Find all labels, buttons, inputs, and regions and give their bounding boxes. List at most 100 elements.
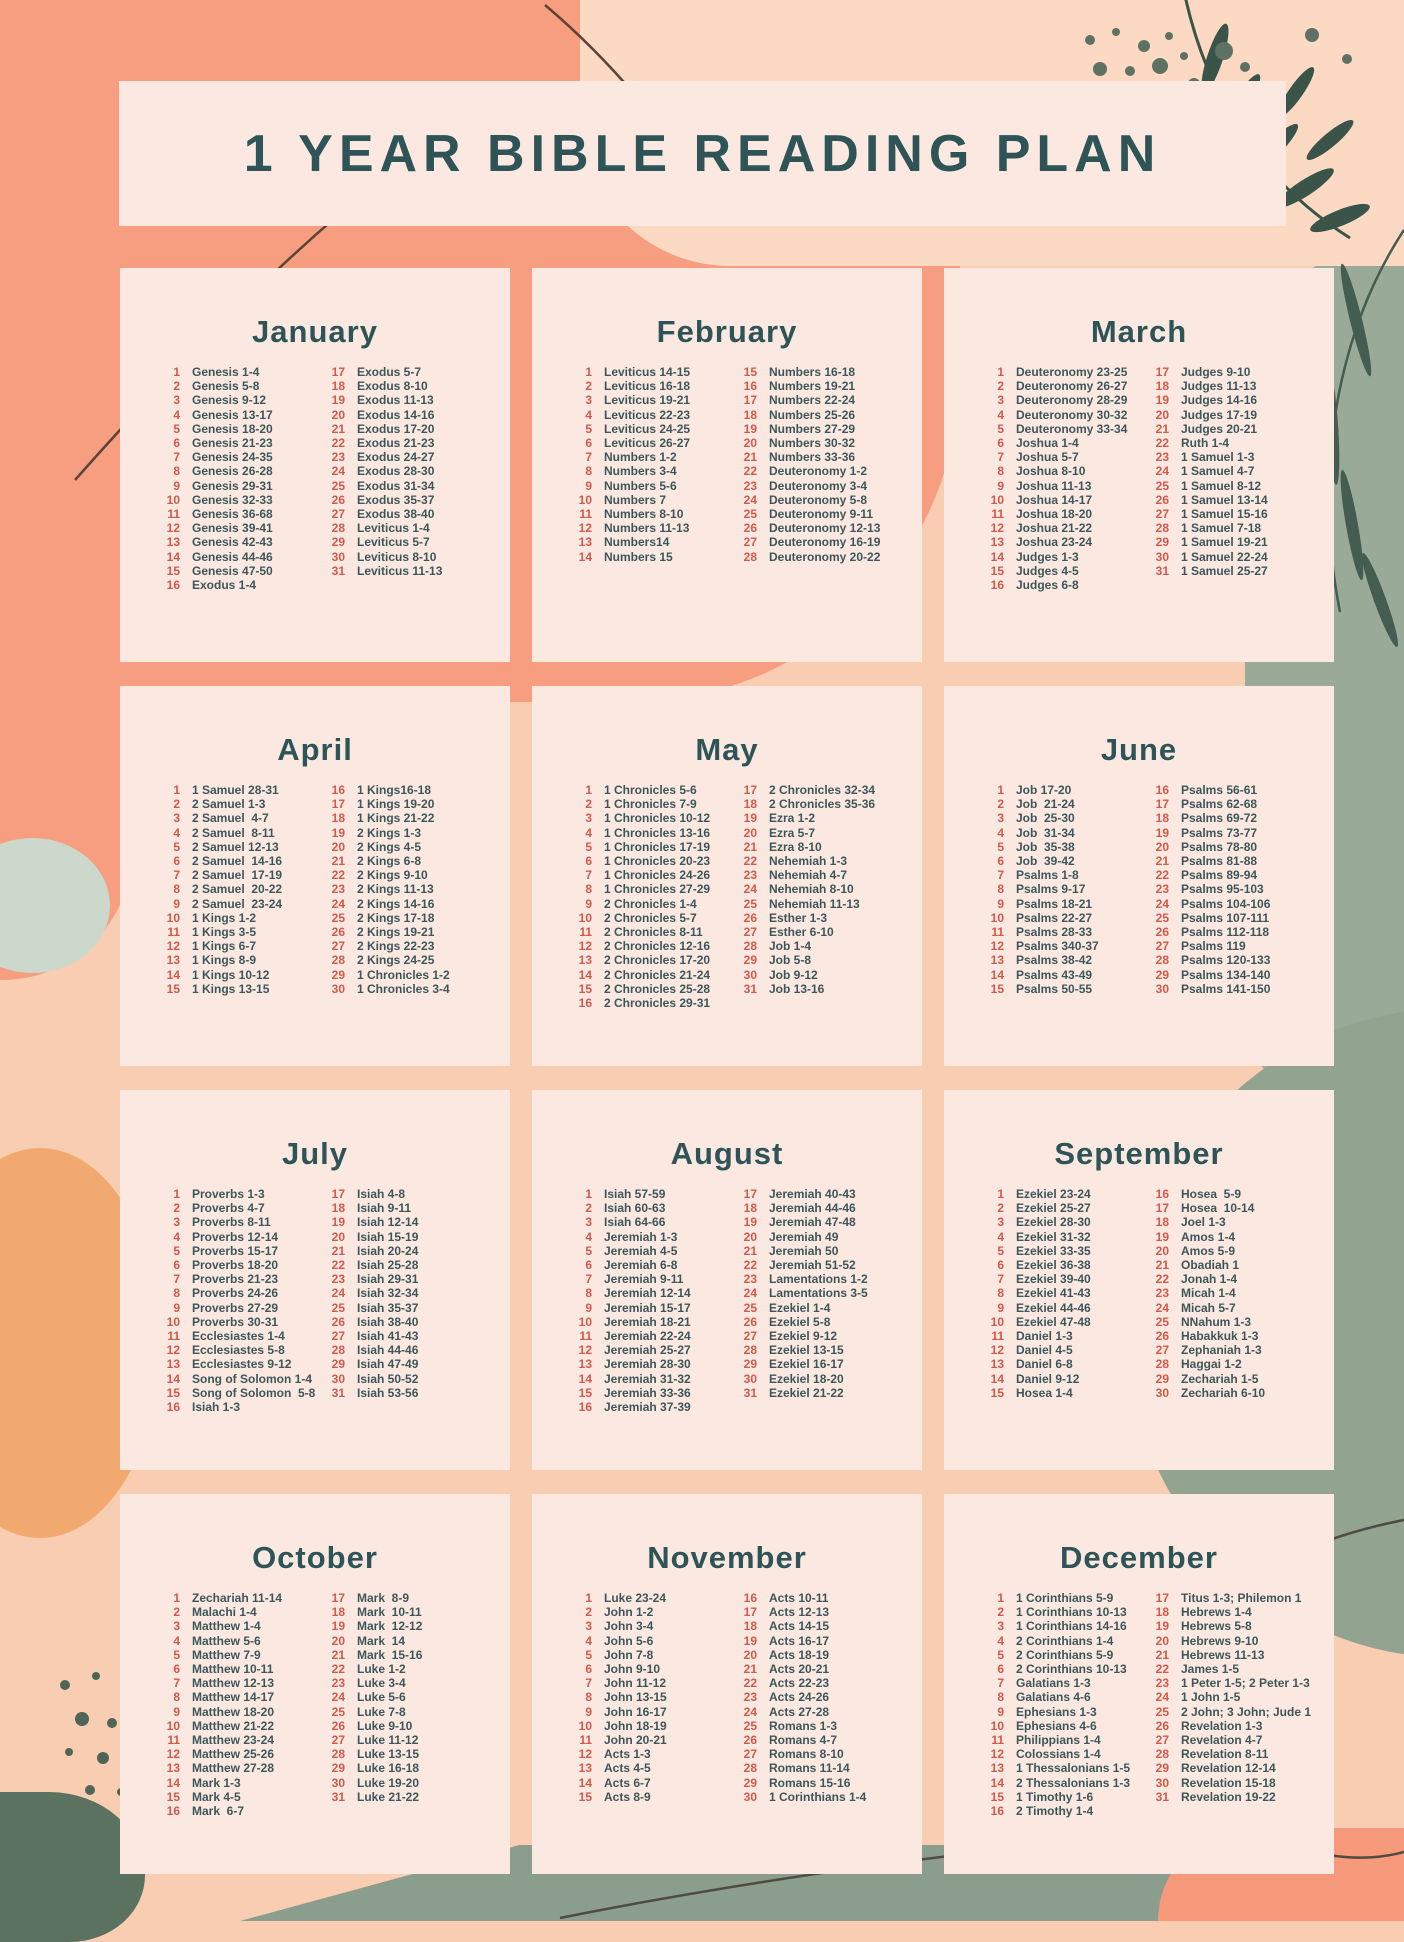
day-number: 24 — [1155, 464, 1169, 479]
reading-entry: 15 Numbers 16-18 — [731, 365, 896, 379]
day-number: 25 — [331, 1300, 345, 1315]
reading-text: Numbers 19-21 — [769, 379, 856, 394]
reading-entry: 17 Hosea 10-14 — [1143, 1201, 1308, 1215]
day-number: 14 — [990, 967, 1004, 982]
reading-text: Judges 11-13 — [1181, 379, 1257, 394]
day-number: 18 — [743, 1619, 757, 1634]
reading-text: Ezekiel 18-20 — [769, 1371, 844, 1386]
reading-text: Proverbs 21-23 — [192, 1272, 279, 1287]
day-number: 19 — [331, 393, 345, 408]
day-number: 3 — [997, 811, 1004, 826]
dot-icon — [1305, 28, 1319, 42]
reading-entry: 16 Jeremiah 37-39 — [566, 1400, 731, 1414]
day-number: 20 — [1155, 839, 1169, 854]
reading-entry: 22 2 Kings 9-10 — [319, 868, 484, 882]
reading-entry: 2 Ezekiel 25-27 — [978, 1201, 1143, 1215]
day-number: 4 — [585, 407, 592, 422]
reading-entry: 15 Jeremiah 33-36 — [566, 1386, 731, 1400]
reading-text: Deuteronomy 1-2 — [769, 464, 868, 479]
title-banner: 1 YEAR BIBLE READING PLAN — [119, 81, 1286, 226]
reading-text: Exodus 11-13 — [357, 393, 434, 408]
reading-text: Genesis 36-68 — [192, 507, 273, 522]
reading-entry: 24 Micah 5-7 — [1143, 1301, 1308, 1315]
reading-entry: 7 1 Chronicles 24-26 — [566, 868, 731, 882]
reading-entry: 9 Ephesians 1-3 — [978, 1705, 1143, 1719]
reading-text: Ezekiel 36-38 — [1016, 1258, 1091, 1273]
reading-entry: 18 Hebrews 1-4 — [1143, 1605, 1308, 1619]
reading-entry: 1 Leviticus 14-15 — [566, 365, 731, 379]
reading-entry: 31 Revelation 19-22 — [1143, 1790, 1308, 1804]
reading-entry: 17 Exodus 5-7 — [319, 365, 484, 379]
day-number: 27 — [331, 1329, 345, 1344]
reading-text: Luke 3-4 — [357, 1676, 406, 1691]
day-number: 5 — [997, 839, 1004, 854]
reading-text: 1 Corinthians 5-9 — [1016, 1591, 1114, 1605]
day-number: 28 — [1155, 1357, 1169, 1372]
month-panel-september: September 1 Ezekiel 23-24 2 Ezekiel 25-27 3 Ez… — [944, 1090, 1334, 1470]
reading-entry: 2 John 1-2 — [566, 1605, 731, 1619]
reading-text: Numbers 1-2 — [604, 450, 677, 465]
reading-text: Jonah 1-4 — [1181, 1272, 1238, 1287]
day-number: 19 — [1155, 825, 1169, 840]
day-number: 22 — [743, 854, 757, 869]
dot-icon — [75, 1712, 89, 1726]
day-number: 8 — [173, 882, 180, 897]
day-number: 31 — [331, 563, 345, 578]
day-number: 11 — [167, 507, 180, 522]
reading-entry: 20 Psalms 78-80 — [1143, 840, 1308, 854]
month-panel-november: November 1 Luke 23-24 2 John 1-2 3 John 3-4 4 Jo… — [532, 1494, 922, 1874]
reading-entry: 28 Deuteronomy 20-22 — [731, 550, 896, 564]
reading-entry: 3 Matthew 1-4 — [154, 1619, 319, 1633]
reading-text: Acts 6-7 — [604, 1775, 651, 1790]
day-number: 5 — [997, 421, 1004, 436]
reading-text: 1 Samuel 1-3 — [1181, 450, 1255, 465]
reading-entry: 20 Acts 18-19 — [731, 1648, 896, 1662]
reading-entry: 16 Numbers 19-21 — [731, 379, 896, 393]
reading-text: Mark 14 — [357, 1633, 406, 1648]
reading-entry: 2 Job 21-24 — [978, 797, 1143, 811]
reading-text: Jeremiah 22-24 — [604, 1329, 691, 1344]
reading-entry: 10 Ezekiel 47-48 — [978, 1315, 1143, 1329]
reading-entry: 31 1 Samuel 25-27 — [1143, 564, 1308, 578]
reading-entry: 15 Hosea 1-4 — [978, 1386, 1143, 1400]
reading-text: Mark 8-9 — [357, 1591, 410, 1605]
day-number: 7 — [585, 1676, 592, 1691]
reading-text: Proverbs 24-26 — [192, 1286, 279, 1301]
day-number: 13 — [990, 953, 1004, 968]
reading-entry: 23 Exodus 24-27 — [319, 450, 484, 464]
day-number: 29 — [743, 953, 757, 968]
day-number: 4 — [173, 407, 180, 422]
reading-entry: 3 Proverbs 8-11 — [154, 1215, 319, 1229]
reading-entry: 31 Ezekiel 21-22 — [731, 1386, 896, 1400]
reading-entry: 10 Ephesians 4-6 — [978, 1719, 1143, 1733]
reading-text: Ecclesiastes 9-12 — [192, 1357, 292, 1372]
reading-entry: 12 Ecclesiastes 5-8 — [154, 1343, 319, 1357]
reading-entry: 9 Ezekiel 44-46 — [978, 1301, 1143, 1315]
dot-icon — [1125, 66, 1135, 76]
reading-text: Ephesians 4-6 — [1016, 1718, 1097, 1733]
reading-entry: 11 Psalms 28-33 — [978, 925, 1143, 939]
day-number: 17 — [743, 783, 757, 797]
day-number: 1 — [997, 1591, 1004, 1605]
reading-entry: 31 Isiah 53-56 — [319, 1386, 484, 1400]
day-number: 17 — [1155, 797, 1169, 812]
reading-text: Ezekiel 23-24 — [1016, 1187, 1091, 1201]
reading-text: Daniel 1-3 — [1016, 1329, 1073, 1344]
reading-entry: 27 Psalms 119 — [1143, 939, 1308, 953]
reading-entry: 21 2 Kings 6-8 — [319, 854, 484, 868]
reading-text: Genesis 44-46 — [192, 549, 273, 564]
day-number: 7 — [173, 1272, 180, 1287]
reading-text: Micah 5-7 — [1181, 1300, 1236, 1315]
day-number: 14 — [578, 549, 592, 564]
dot-icon — [1180, 52, 1188, 60]
reading-entry: 1 1 Samuel 28-31 — [154, 783, 319, 797]
reading-text: Acts 10-11 — [769, 1591, 829, 1605]
reading-text: Proverbs 4-7 — [192, 1201, 265, 1216]
reading-entry: 21 Numbers 33-36 — [731, 450, 896, 464]
reading-text: Isiah 64-66 — [604, 1215, 666, 1230]
day-number: 5 — [585, 1243, 592, 1258]
reading-entry: 27 Romans 8-10 — [731, 1747, 896, 1761]
day-number: 3 — [585, 393, 592, 408]
reading-entry: 6 2 Corinthians 10-13 — [978, 1662, 1143, 1676]
reading-entry: 19 Acts 16-17 — [731, 1634, 896, 1648]
